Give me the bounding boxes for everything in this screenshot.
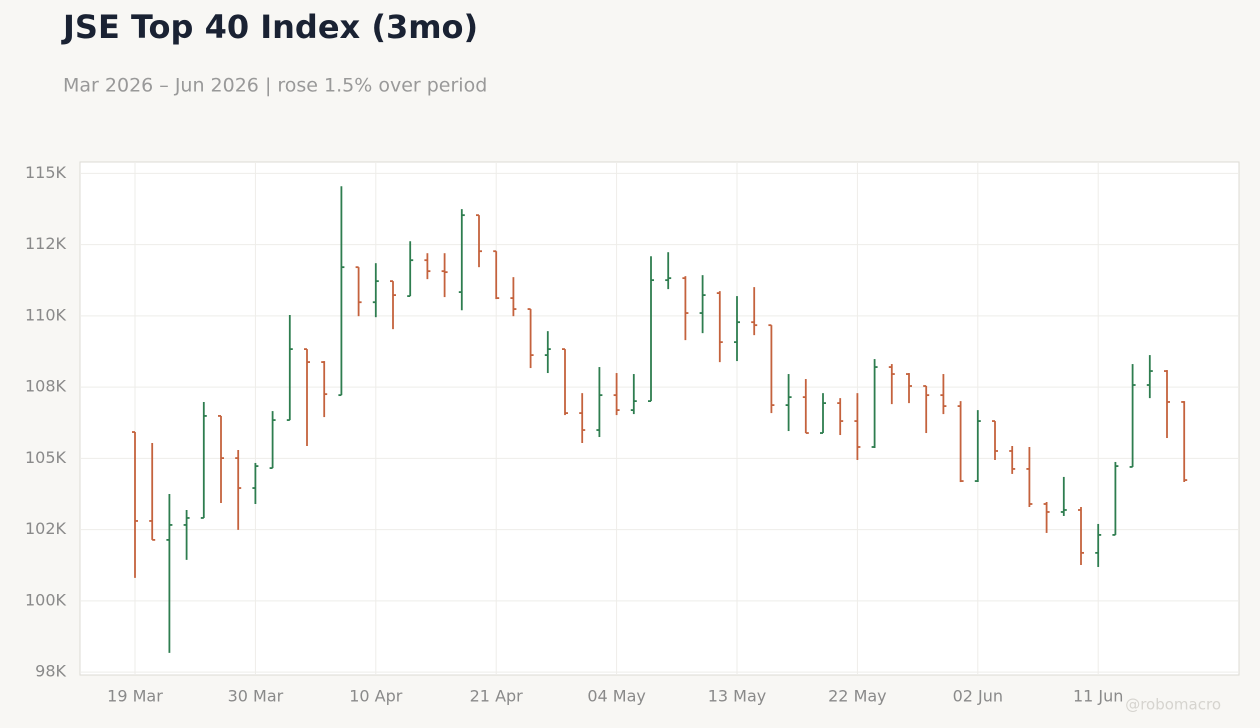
chart-subtitle: Mar 2026 – Jun 2026 | rose 1.5% over per… bbox=[63, 75, 487, 97]
ohlc-bar bbox=[734, 296, 740, 362]
ohlc-bar bbox=[304, 348, 310, 447]
ohlc-bar bbox=[751, 287, 758, 336]
x-tick-label: 30 Mar bbox=[228, 687, 284, 706]
ohlc-bar bbox=[940, 374, 947, 415]
ohlc-bar bbox=[579, 393, 586, 444]
ohlc-bar bbox=[1129, 364, 1136, 468]
x-tick-label: 10 Apr bbox=[349, 687, 403, 706]
ohlc-bar bbox=[132, 431, 138, 578]
ohlc-bar bbox=[768, 324, 775, 414]
ohlc-bar bbox=[424, 253, 431, 280]
ohlc-bar bbox=[871, 359, 878, 448]
ohlc-bar bbox=[802, 379, 809, 434]
ohlc-bar bbox=[613, 373, 620, 416]
ohlc-bar bbox=[200, 401, 207, 519]
ohlc-bar bbox=[355, 266, 362, 317]
ohlc-bar bbox=[630, 374, 637, 415]
ohlc-bar bbox=[321, 361, 328, 418]
ohlc-bar bbox=[923, 385, 930, 434]
y-tick-label: 102K bbox=[25, 519, 67, 538]
ohlc-bar bbox=[716, 291, 723, 363]
y-tick-label: 100K bbox=[25, 590, 67, 609]
ohlc-bar bbox=[390, 280, 396, 330]
ohlc-bar bbox=[820, 393, 826, 434]
ohlc-bar bbox=[957, 401, 964, 483]
ohlc-bar bbox=[441, 253, 448, 298]
ohlc-bar bbox=[785, 374, 792, 432]
y-tick-label: 105K bbox=[25, 448, 67, 467]
ohlc-bar bbox=[269, 411, 276, 469]
ohlc-bar bbox=[1146, 355, 1153, 399]
ohlc-bar bbox=[974, 410, 981, 483]
marks bbox=[132, 186, 1188, 653]
ohlc-bar bbox=[149, 443, 156, 541]
ohlc-bar bbox=[648, 256, 654, 403]
y-tick-label: 110K bbox=[25, 305, 67, 324]
x-tick-label: 22 May bbox=[828, 687, 887, 706]
ohlc-bar bbox=[1095, 523, 1102, 567]
ohlc-bar bbox=[252, 462, 259, 504]
ohlc-bar bbox=[338, 186, 345, 397]
ohlc-bar bbox=[235, 449, 242, 530]
ohlc-bar bbox=[510, 277, 517, 317]
ohlc-bar bbox=[596, 367, 603, 438]
ohlc-bar bbox=[166, 494, 173, 653]
ohlc-bar bbox=[1009, 446, 1016, 474]
ohlc-bar bbox=[562, 348, 568, 416]
ohlc-bar bbox=[854, 393, 861, 460]
plot-area bbox=[79, 161, 1240, 676]
x-tick-label: 04 May bbox=[587, 687, 646, 706]
x-tick-label: 19 Mar bbox=[107, 687, 163, 706]
watermark: @robomacro bbox=[1125, 696, 1221, 714]
ohlc-bar bbox=[218, 415, 224, 504]
ohlc-bar bbox=[458, 209, 465, 311]
ohlc-bar bbox=[493, 250, 500, 300]
ohlc-bar bbox=[665, 252, 672, 290]
y-tick-label: 108K bbox=[25, 377, 67, 396]
ohlc-bar bbox=[372, 263, 379, 318]
chart-title: JSE Top 40 Index (3mo) bbox=[61, 8, 478, 46]
ohlc-bar bbox=[837, 398, 844, 436]
ohlc-bar bbox=[1181, 401, 1188, 483]
y-tick-label: 98K bbox=[35, 662, 66, 681]
ohlc-bar bbox=[1043, 502, 1050, 533]
ohlc-bar bbox=[992, 420, 998, 460]
ohlc-bar bbox=[1026, 447, 1033, 507]
ohlc-bar bbox=[906, 373, 912, 404]
ohlc-bar bbox=[699, 275, 706, 334]
ohlc-bar bbox=[682, 276, 689, 341]
grid bbox=[80, 162, 1239, 675]
ohlc-bar bbox=[476, 214, 482, 268]
ohlc-bar bbox=[286, 315, 293, 421]
ohlc-bar bbox=[1164, 370, 1170, 439]
ohlc-bar bbox=[1078, 506, 1084, 565]
ohlc-bar bbox=[183, 509, 190, 560]
y-tick-label: 115K bbox=[25, 163, 67, 182]
ohlc-bar bbox=[888, 364, 895, 405]
ohlc-bar bbox=[527, 308, 534, 369]
x-tick-label: 11 Jun bbox=[1073, 687, 1123, 706]
ohlc-bar bbox=[407, 241, 414, 297]
x-tick-label: 21 Apr bbox=[470, 687, 524, 706]
ohlc-bar bbox=[1060, 476, 1067, 516]
x-tick-label: 13 May bbox=[708, 687, 767, 706]
ohlc-bar bbox=[544, 331, 551, 374]
ohlc-bar bbox=[1112, 461, 1119, 536]
x-tick-label: 02 Jun bbox=[953, 687, 1003, 706]
y-tick-label: 112K bbox=[25, 234, 67, 253]
